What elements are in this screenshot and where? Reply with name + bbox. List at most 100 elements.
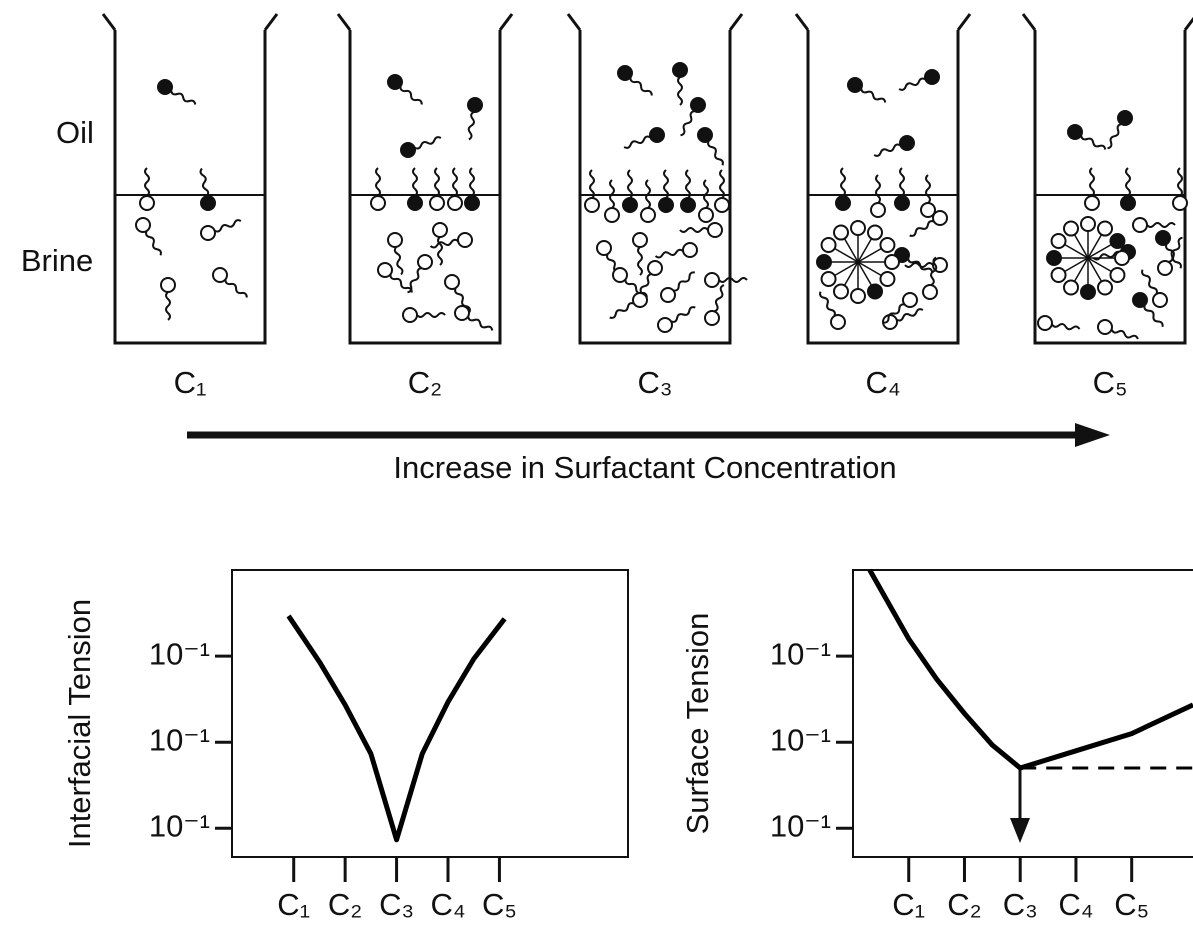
surfactant-tail	[883, 303, 905, 324]
plot-frame	[231, 569, 629, 858]
surfactant-head	[1157, 260, 1173, 276]
surfactant-tail	[707, 140, 724, 166]
surfactant-head	[714, 197, 730, 213]
surfactant-tail	[873, 143, 901, 157]
surfactant-head	[370, 195, 386, 211]
surfactant-tail	[904, 262, 934, 268]
surfactant-tail	[1080, 135, 1107, 150]
surfactant-tail	[609, 302, 635, 319]
surfactant-tail	[719, 169, 725, 199]
x-tick-label: C₂	[947, 887, 981, 922]
surfactant-tail	[145, 230, 162, 256]
surfactant-head	[447, 195, 463, 211]
surfactant-head	[920, 202, 936, 218]
surfactant-head	[1063, 220, 1079, 237]
beaker-lip	[336, 13, 352, 31]
surfactant-head	[704, 272, 720, 288]
surfactant-head	[1050, 233, 1067, 249]
surfactant-tail	[623, 135, 651, 149]
surfactant-tail	[819, 291, 836, 317]
surfactant-head	[467, 97, 483, 113]
surfactant-tail	[393, 246, 404, 276]
surfactant-head	[584, 197, 600, 213]
surfactant-tail	[1051, 323, 1081, 331]
chart: 10⁻¹ 10⁻¹ 10⁻¹ C₁ C₂ C₃ C₄ C₅ Surface Tension	[680, 568, 1193, 922]
surfactant-tail	[875, 174, 881, 204]
micelle-tail	[1064, 257, 1089, 273]
phase-label: Brine	[21, 243, 93, 278]
x-tick-label: C₂	[328, 887, 362, 922]
y-tick-label: 10⁻¹	[770, 808, 831, 843]
y-tick-label: 10⁻¹	[770, 636, 831, 671]
micelle-tail	[834, 247, 859, 263]
micelle-tail	[834, 261, 859, 277]
surfactant-head	[894, 195, 910, 211]
surfactant-tail	[389, 274, 413, 293]
surfactant-tail	[437, 236, 443, 266]
surfactant-head	[429, 195, 445, 211]
surfactant-tail	[1143, 305, 1164, 327]
micelle-tail	[1073, 234, 1089, 259]
surfactant-head	[672, 62, 688, 78]
phase-label: Oil	[56, 115, 94, 150]
surfactant-head	[454, 305, 470, 321]
surfactant-tail	[896, 308, 924, 322]
surfactant-head	[850, 220, 866, 236]
beaker	[1033, 30, 1187, 345]
surfactant-tail	[663, 169, 669, 199]
micelle-tail	[857, 261, 882, 277]
surfactant-head	[647, 260, 663, 276]
surfactant-head	[922, 284, 938, 300]
surfactant-tail	[1177, 167, 1183, 197]
surfactant-tail	[589, 169, 595, 199]
surfactant-tail	[434, 167, 440, 197]
plot-frame	[852, 569, 1193, 858]
beaker-lip	[1021, 13, 1037, 31]
surfactant-head	[1155, 230, 1171, 246]
surfactant-tail	[467, 316, 494, 331]
surfactant-head	[444, 274, 460, 290]
surfactant-head	[835, 195, 851, 211]
surfactant-tail	[1146, 222, 1176, 228]
beaker-lip	[263, 13, 279, 31]
surfactant-tail	[1089, 167, 1095, 197]
surfactant-head	[1097, 220, 1113, 237]
beaker-label: C₅	[1093, 365, 1128, 400]
beaker-label: C₄	[865, 365, 900, 400]
micelle-tail	[843, 238, 859, 263]
surfactant-tail	[609, 179, 615, 209]
arrow-head	[1075, 423, 1110, 447]
surfactant-head	[160, 277, 176, 293]
surfactant-head	[884, 254, 900, 270]
surfactant-head	[682, 242, 698, 258]
surfactant-head	[135, 217, 151, 233]
surfactant-head	[704, 310, 720, 326]
surfactant-head	[816, 254, 832, 270]
surfactant-head	[680, 197, 696, 213]
micelle-tail	[1087, 243, 1112, 259]
beaker-label: C₃	[637, 365, 672, 400]
surfactant-head	[932, 210, 948, 226]
surfactant-tail	[1165, 243, 1182, 269]
y-axis-label: Interfacial Tension	[62, 599, 97, 848]
surfactant-head	[690, 97, 706, 113]
micelle-tail	[1087, 234, 1103, 259]
surfactant-head	[1132, 292, 1148, 308]
surfactant-tail	[375, 167, 381, 197]
surfactant-head	[400, 142, 416, 158]
beaker-lip	[101, 13, 117, 31]
surfactant-head	[387, 74, 403, 90]
x-tick-label: C₁	[277, 887, 310, 922]
x-tick-label: C₁	[892, 887, 925, 922]
surfactant-tail	[703, 179, 709, 209]
surfactant-head	[697, 127, 713, 143]
surfactant-tail	[909, 220, 935, 237]
surfactant-head	[157, 79, 173, 95]
surfactant-head	[632, 232, 648, 248]
micelle-tail	[1087, 257, 1103, 282]
surfactant-tail	[680, 110, 695, 137]
surfactant-head	[820, 271, 837, 287]
surfactant-head	[464, 195, 480, 211]
x-tick-label: C₄	[430, 887, 465, 922]
